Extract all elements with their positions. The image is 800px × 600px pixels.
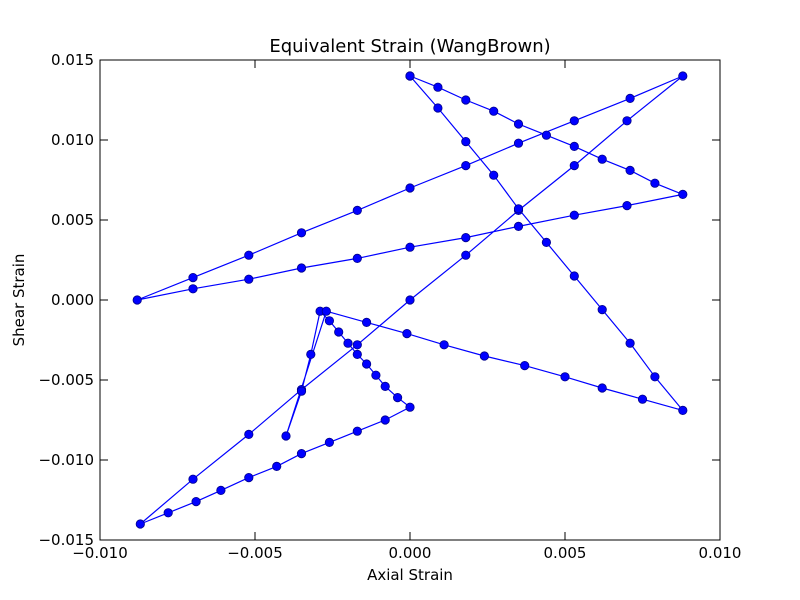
data-point (678, 405, 688, 415)
data-point (520, 360, 530, 371)
data-point (352, 340, 362, 350)
y-tick-label: −0.005 (38, 371, 94, 389)
data-point (361, 359, 372, 369)
data-point (405, 183, 415, 193)
data-point (479, 351, 489, 361)
data-point (405, 295, 415, 305)
y-tick-label: 0.005 (51, 211, 94, 229)
data-point (625, 93, 635, 104)
data-point (650, 178, 660, 188)
data-point (321, 306, 331, 316)
data-point (272, 461, 282, 471)
data-point (306, 349, 316, 359)
data-point (560, 372, 570, 382)
data-point (380, 415, 390, 425)
data-point (513, 204, 524, 214)
data-point (637, 394, 648, 404)
data-point (380, 381, 390, 391)
data-point (569, 141, 579, 151)
data-point (439, 340, 449, 350)
data-point (405, 242, 415, 252)
data-point (135, 519, 145, 529)
y-tick-label: −0.010 (38, 451, 94, 469)
data-point (188, 284, 198, 294)
x-tick-label: −0.005 (227, 544, 283, 562)
data-point (541, 130, 552, 140)
data-point (352, 426, 362, 436)
data-point (352, 349, 362, 359)
data-point (296, 263, 307, 273)
data-point (489, 170, 499, 180)
data-point (371, 370, 381, 380)
data-point (334, 327, 344, 337)
data-point (361, 317, 372, 327)
data-point (324, 316, 334, 326)
data-point (296, 386, 307, 396)
data-point (188, 272, 198, 283)
data-point (597, 304, 607, 315)
data-point (678, 71, 688, 81)
data-point (597, 154, 607, 164)
data-point (296, 448, 307, 459)
data-point (188, 474, 198, 484)
y-tick-label: −0.015 (38, 531, 94, 549)
data-point (244, 429, 254, 439)
chart-title: Equivalent Strain (WangBrown) (269, 36, 550, 57)
y-tick-label: 0.015 (51, 51, 94, 69)
data-point (569, 271, 579, 281)
data-point (513, 138, 524, 148)
data-point (244, 274, 254, 284)
data-point (513, 221, 524, 231)
data-point (352, 205, 362, 215)
data-point (402, 328, 412, 339)
data-point (625, 165, 635, 175)
data-point (132, 295, 142, 305)
markers-layer (132, 71, 688, 529)
data-point (163, 508, 173, 518)
data-point (569, 161, 579, 171)
data-point (352, 253, 362, 263)
y-tick-label: 0.000 (51, 291, 94, 309)
data-point (625, 338, 635, 348)
data-point (296, 228, 307, 238)
data-point (244, 472, 254, 483)
x-tick-label: 0.010 (699, 544, 742, 562)
data-point (569, 116, 579, 126)
data-point (324, 437, 334, 447)
data-point (597, 383, 607, 393)
data-point (569, 210, 579, 220)
data-point (343, 338, 353, 348)
y-tick-label: 0.010 (51, 131, 94, 149)
x-axis-label: Axial Strain (367, 566, 453, 584)
x-axis-ticks: −0.010 −0.005 0.000 0.005 0.010 (72, 60, 741, 562)
data-point (461, 95, 471, 105)
data-point (461, 137, 471, 147)
data-point (461, 161, 471, 171)
data-point (622, 116, 632, 126)
data-point (678, 189, 688, 199)
data-point (244, 250, 254, 260)
data-point (281, 431, 291, 441)
x-tick-label: −0.010 (72, 544, 128, 562)
data-point (433, 82, 443, 92)
y-axis-label: Shear Strain (10, 254, 28, 347)
x-tick-label: 0.000 (389, 544, 432, 562)
data-point (405, 402, 415, 412)
data-point (489, 106, 499, 116)
data-point (433, 103, 443, 113)
data-point (650, 372, 660, 382)
data-point (513, 119, 524, 129)
data-point (541, 237, 552, 247)
data-point (405, 71, 415, 81)
x-tick-label: 0.005 (544, 544, 587, 562)
data-point (461, 250, 471, 260)
data-point (461, 233, 471, 243)
data-point (216, 485, 226, 495)
y-axis-ticks: −0.015 −0.010 −0.005 0.000 0.005 0.010 0.015 (38, 51, 720, 549)
data-point (392, 392, 403, 403)
data-point (622, 201, 632, 211)
data-point (191, 496, 201, 507)
